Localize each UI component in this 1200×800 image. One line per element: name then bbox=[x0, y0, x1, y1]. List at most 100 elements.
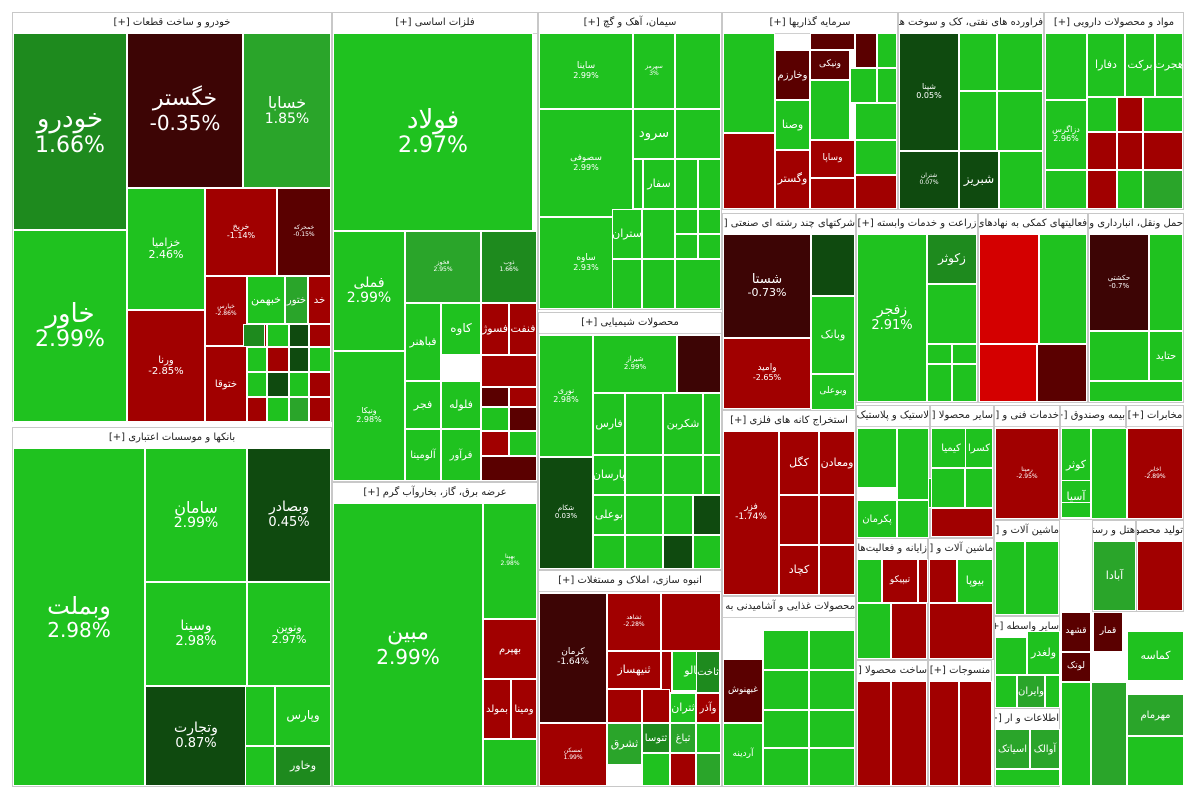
stock-tile[interactable]: سفار bbox=[643, 159, 675, 209]
stock-tile-small[interactable] bbox=[1117, 170, 1143, 209]
stock-tile-small[interactable] bbox=[247, 397, 267, 422]
stock-tile[interactable]: دزاگرس 2.96% bbox=[1045, 100, 1087, 170]
stock-tile[interactable]: پارسان bbox=[593, 455, 625, 495]
stock-tile-small[interactable] bbox=[1091, 682, 1127, 786]
stock-tile-small[interactable] bbox=[1143, 170, 1183, 209]
stock-tile-small[interactable] bbox=[693, 495, 721, 535]
sector-title[interactable]: ساخت محصولا [+] bbox=[857, 661, 927, 682]
stock-tile-small[interactable] bbox=[723, 33, 775, 133]
stock-tile[interactable]: کسرا bbox=[965, 428, 993, 468]
stock-tile[interactable]: کاوه bbox=[441, 303, 481, 355]
stock-tile[interactable]: ثشاهد -2.28% bbox=[607, 593, 661, 651]
stock-tile-small[interactable] bbox=[763, 670, 809, 710]
stock-tile[interactable]: شستا -0.73% bbox=[723, 234, 811, 338]
stock-tile[interactable]: ختوقا bbox=[205, 346, 247, 422]
sector-title[interactable]: استخراج کانه های فلزی [+] bbox=[723, 411, 855, 432]
stock-tile[interactable]: ثاخت bbox=[696, 651, 720, 693]
sector-title[interactable]: بیمه وصندوق [+] bbox=[1061, 406, 1125, 427]
sector-title[interactable]: اطلاعات و ار [+] bbox=[995, 709, 1059, 730]
sector-title[interactable]: انبوه سازی، املاک و مستغلات [+] bbox=[539, 571, 721, 592]
stock-tile-small[interactable] bbox=[1025, 541, 1059, 615]
stock-tile-small[interactable] bbox=[855, 175, 897, 209]
stock-tile[interactable]: دفارا bbox=[1087, 33, 1125, 97]
sector-title[interactable]: عرضه برق، گاز، بخاروآب گرم [+] bbox=[333, 483, 537, 504]
stock-tile[interactable]: بهپنا 2.98% bbox=[483, 503, 537, 619]
stock-tile[interactable]: خاور 2.99% bbox=[13, 230, 127, 422]
stock-tile-small[interactable] bbox=[1087, 132, 1117, 170]
stock-tile[interactable]: وخاور bbox=[275, 746, 331, 786]
stock-tile[interactable]: اخابر -2.89% bbox=[1127, 428, 1183, 519]
stock-tile-small[interactable] bbox=[675, 159, 698, 209]
stock-tile-small[interactable] bbox=[929, 681, 959, 786]
stock-tile-small[interactable] bbox=[877, 68, 897, 103]
stock-tile[interactable]: خد bbox=[308, 276, 331, 324]
stock-tile[interactable]: ونیکا 2.98% bbox=[333, 351, 405, 481]
stock-tile[interactable]: سهرمز 3% bbox=[633, 33, 675, 109]
stock-tile[interactable]: فزر -1.74% bbox=[723, 431, 779, 595]
stock-tile[interactable]: وتجارت 0.87% bbox=[145, 686, 247, 786]
stock-tile-small[interactable] bbox=[663, 455, 703, 495]
stock-tile-small[interactable] bbox=[289, 397, 309, 422]
stock-tile[interactable]: آوالک bbox=[1030, 729, 1060, 769]
stock-tile-small[interactable] bbox=[670, 753, 696, 786]
stock-tile[interactable]: اسیاتک bbox=[995, 729, 1030, 769]
stock-tile-small[interactable] bbox=[612, 259, 642, 309]
stock-tile-small[interactable] bbox=[927, 364, 952, 402]
stock-tile-small[interactable] bbox=[997, 91, 1043, 151]
stock-tile[interactable]: ونوین 2.97% bbox=[247, 582, 331, 686]
stock-tile-small[interactable] bbox=[1089, 381, 1183, 402]
stock-tile-small[interactable] bbox=[642, 259, 675, 309]
sector-title[interactable]: ماشین آلات و [+] bbox=[929, 539, 993, 560]
stock-tile-small[interactable] bbox=[642, 209, 675, 259]
stock-tile[interactable]: بیوپا bbox=[957, 559, 993, 603]
stock-tile-small[interactable] bbox=[927, 284, 977, 344]
stock-tile-small[interactable] bbox=[810, 178, 855, 209]
stock-tile-small[interactable] bbox=[952, 364, 977, 402]
stock-tile[interactable]: ثباغ bbox=[670, 723, 696, 753]
stock-tile-small[interactable] bbox=[625, 495, 663, 535]
sector-title[interactable]: بانکها و موسسات اعتباری [+] bbox=[13, 428, 331, 449]
stock-tile-small[interactable] bbox=[877, 33, 897, 68]
stock-tile-small[interactable] bbox=[698, 159, 721, 209]
stock-tile-small[interactable] bbox=[696, 753, 721, 786]
stock-tile-small[interactable] bbox=[642, 753, 670, 786]
stock-tile[interactable]: ساینا 2.99% bbox=[539, 33, 633, 109]
stock-tile[interactable]: رمپنا -2.95% bbox=[995, 428, 1059, 519]
stock-tile[interactable]: سرود bbox=[633, 109, 675, 159]
stock-tile-small[interactable] bbox=[819, 545, 855, 595]
stock-tile-small[interactable] bbox=[245, 746, 275, 786]
stock-tile-small[interactable] bbox=[891, 681, 927, 786]
stock-tile-small[interactable] bbox=[245, 686, 275, 746]
stock-tile-small[interactable] bbox=[918, 559, 928, 603]
stock-tile-small[interactable] bbox=[607, 689, 642, 723]
stock-tile-small[interactable] bbox=[1143, 132, 1183, 170]
stock-tile[interactable]: وپارس bbox=[275, 686, 331, 746]
stock-tile[interactable]: کیمیا bbox=[931, 428, 971, 468]
stock-tile-small[interactable] bbox=[809, 710, 855, 748]
stock-tile[interactable]: شپنا 0.05% bbox=[899, 33, 959, 151]
stock-tile-small[interactable] bbox=[675, 209, 698, 234]
stock-tile[interactable]: شتران 0.07% bbox=[899, 151, 959, 209]
stock-tile-small[interactable] bbox=[509, 431, 537, 456]
stock-tile-small[interactable] bbox=[723, 133, 775, 209]
stock-tile-small[interactable] bbox=[979, 234, 1039, 344]
sector-title[interactable]: شرکتهای چند رشته ای صنعتی [+] bbox=[723, 214, 855, 235]
stock-tile[interactable]: لوتک bbox=[1061, 652, 1091, 682]
stock-tile[interactable]: برکت bbox=[1125, 33, 1155, 97]
stock-tile[interactable]: مبین 2.99% bbox=[333, 503, 483, 786]
stock-tile[interactable]: خگستر -0.35% bbox=[127, 33, 243, 188]
stock-tile-small[interactable] bbox=[855, 33, 877, 68]
stock-tile[interactable]: وایران bbox=[1017, 675, 1045, 708]
stock-tile[interactable]: خمحرکه -0.15% bbox=[277, 188, 331, 276]
stock-tile-small[interactable] bbox=[1087, 97, 1117, 132]
stock-tile-small[interactable] bbox=[509, 407, 537, 431]
stock-tile-small[interactable] bbox=[1037, 344, 1087, 402]
stock-tile-small[interactable] bbox=[929, 559, 957, 603]
stock-tile-small[interactable] bbox=[995, 675, 1017, 708]
stock-tile-small[interactable] bbox=[810, 33, 855, 50]
stock-tile[interactable]: زکوثر bbox=[927, 234, 977, 284]
stock-tile-small[interactable] bbox=[809, 670, 855, 710]
stock-tile[interactable]: خپارس -2.86% bbox=[205, 276, 247, 346]
sector-title[interactable]: منسوجات [+] bbox=[929, 661, 991, 682]
stock-tile-small[interactable] bbox=[1087, 170, 1117, 209]
